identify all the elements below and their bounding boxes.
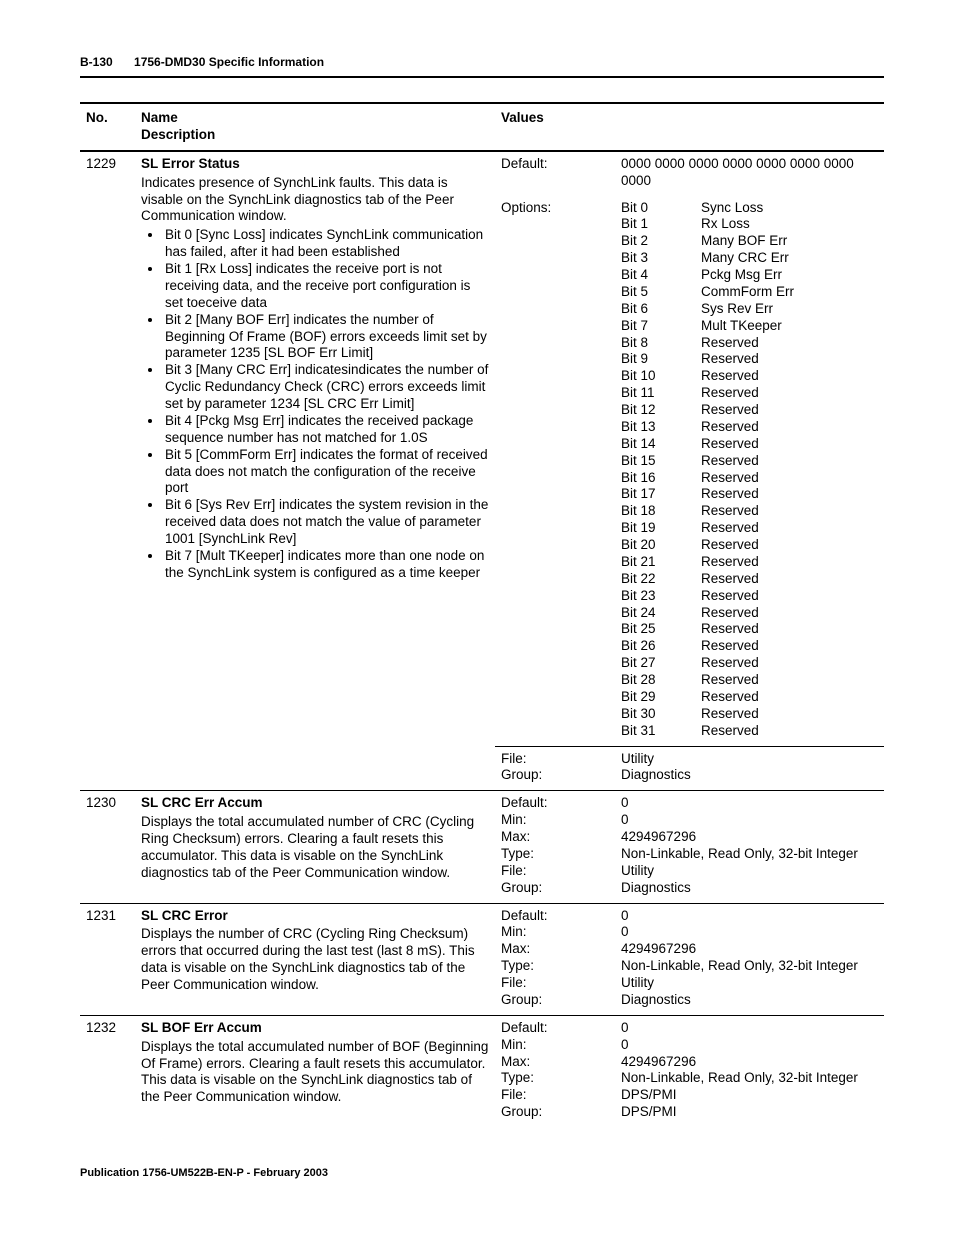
section-title: 1756-DMD30 Specific Information: [134, 55, 324, 69]
param-bullet: Bit 4 [Pckg Msg Err] indicates the recei…: [163, 413, 489, 447]
param-no: 1229: [80, 151, 135, 791]
value-data: 004294967296Non-Linkable, Read Only, 32-…: [615, 903, 884, 1015]
param-bullet: Bit 3 [Many CRC Err] indicatesindicates …: [163, 362, 489, 413]
param-name: SL CRC Error: [141, 908, 489, 925]
publication-footer: Publication 1756-UM522B-EN-P - February …: [80, 1167, 884, 1181]
value-data: 0000 0000 0000 0000 0000 0000 0000 0000: [615, 151, 884, 196]
col-no: No.: [80, 103, 135, 151]
param-name-desc: SL CRC ErrorDisplays the number of CRC (…: [135, 903, 495, 1015]
param-desc: Displays the total accumulated number of…: [141, 1039, 489, 1107]
value-label: Default:: [495, 151, 615, 196]
param-bullet: Bit 5 [CommForm Err] indicates the forma…: [163, 447, 489, 498]
param-no: 1232: [80, 1015, 135, 1127]
param-no: 1231: [80, 903, 135, 1015]
value-data: Bit 0Bit 1Bit 2Bit 3Bit 4Bit 5Bit 6Bit 7…: [615, 196, 884, 747]
page-header: B-130 1756-DMD30 Specific Information: [80, 55, 884, 78]
value-label: File:Group:: [495, 746, 615, 791]
param-desc: Indicates presence of SynchLink faults. …: [141, 175, 489, 226]
value-label: Options:: [495, 196, 615, 747]
param-bullets: Bit 0 [Sync Loss] indicates SynchLink co…: [141, 227, 489, 581]
param-name-desc: SL Error Status Indicates presence of Syn…: [135, 151, 495, 791]
param-bullet: Bit 7 [Mult TKeeper] indicates more than…: [163, 548, 489, 582]
param-name: SL BOF Err Accum: [141, 1020, 489, 1037]
param-bullet: Bit 2 [Many BOF Err] indicates the numbe…: [163, 312, 489, 363]
param-name-desc: SL BOF Err Accum Displays the total accum…: [135, 1015, 495, 1127]
table-row: 1231SL CRC ErrorDisplays the number of C…: [80, 903, 884, 1015]
table-row: 1229SL Error StatusIndicates presence of…: [80, 151, 884, 196]
param-bullet: Bit 1 [Rx Loss] indicates the receive po…: [163, 261, 489, 312]
page-number: B-130: [80, 55, 113, 69]
col-values: Values: [495, 103, 884, 151]
parameter-table: No. Name Description Values 1229SL Error…: [80, 102, 884, 1127]
value-label: Default:Min:Max:Type:File:Group:: [495, 903, 615, 1015]
table-row: 1232 SL BOF Err Accum Displays the total a…: [80, 1015, 884, 1127]
value-data: UtilityDiagnostics: [615, 746, 884, 791]
param-no: 1230: [80, 791, 135, 903]
param-bullet: Bit 0 [Sync Loss] indicates SynchLink co…: [163, 227, 489, 261]
param-bullet: Bit 6 [Sys Rev Err] indicates the system…: [163, 497, 489, 548]
param-name: SL CRC Err Accum: [141, 795, 489, 812]
param-desc: Displays the total accumulated number of…: [141, 814, 489, 882]
param-name: SL Error Status: [141, 156, 489, 173]
value-label: Default:Min:Max:Type:File:Group:: [495, 791, 615, 903]
table-header-row: No. Name Description Values: [80, 103, 884, 151]
col-name: Name Description: [135, 103, 495, 151]
value-label: Default:Min:Max:Type:File:Group:: [495, 1015, 615, 1127]
param-name-desc: SL CRC Err Accum Displays the total accum…: [135, 791, 495, 903]
table-row: 1230 SL CRC Err Accum Displays the total a…: [80, 791, 884, 903]
value-data: 004294967296Non-Linkable, Read Only, 32-…: [615, 1015, 884, 1127]
param-desc: Displays the number of CRC (Cycling Ring…: [141, 926, 489, 994]
value-data: 004294967296Non-Linkable, Read Only, 32-…: [615, 791, 884, 903]
